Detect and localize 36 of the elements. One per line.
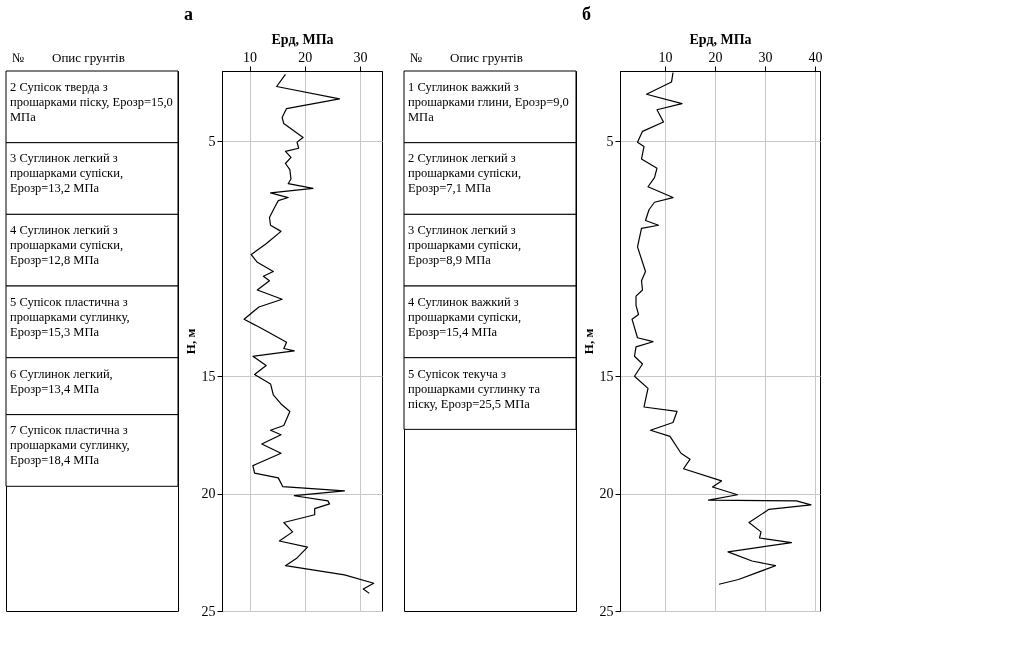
x-tick-label: 10 xyxy=(243,49,258,65)
text: 4 Суглинок легкий з прошарками супіски, Eрозр=12,8 МПа xyxy=(10,223,124,268)
x-tick-label: 30 xyxy=(758,49,773,65)
text: № xyxy=(410,50,423,65)
text: 2 Супісок тверда з прошарками піску, Eрозр=15,0 МПа xyxy=(10,79,173,124)
y-tick-label: 25 xyxy=(599,603,614,619)
y-tick-label: 20 xyxy=(599,486,614,502)
text: 3 Суглинок легкий з прошарками супіски, Eрозр=8,9 МПа xyxy=(408,223,522,268)
chart-title: а xyxy=(184,4,193,24)
text: № xyxy=(12,50,25,65)
text: 1 Суглинок важкий з прошарками глини, Eрозр=9,0 МПа xyxy=(408,79,569,124)
x-tick-label: 10 xyxy=(658,49,673,65)
y-tick-label: 15 xyxy=(599,368,614,384)
text: 6 Суглинок легкий, Eрозр=13,4 МПа xyxy=(10,366,113,396)
text: 4 Суглинок важкий з прошарками супіски, Eрозр=15,4 МПа xyxy=(408,294,522,339)
x-axis-title: Eрд, МПа xyxy=(689,31,752,47)
text: 7 Супісок пластична з прошарками суглинку, Eрозр=18,4 МПа xyxy=(10,423,130,468)
x-axis-title: Eрд, МПа xyxy=(271,31,334,47)
y-axis-title: Н, м xyxy=(580,328,596,355)
x-tick-label: 20 xyxy=(708,49,723,65)
text: 2 Суглинок легкий з прошарками супіски, Eрозр=7,1 МПа xyxy=(408,151,522,196)
chart-title: б xyxy=(582,4,591,24)
text: 5 Супісок текуча з прошарками суглинку та піску, Eрозр=25,5 МПа xyxy=(408,366,541,411)
x-tick-label: 40 xyxy=(808,49,823,65)
x-tick-label: 20 xyxy=(298,49,313,65)
y-tick-label: 5 xyxy=(208,133,216,149)
y-tick-label: 20 xyxy=(201,486,216,502)
text: 3 Суглинок легкий з прошарками супіски, Eрозр=13,2 МПа xyxy=(10,151,124,196)
y-tick-label: 15 xyxy=(201,368,216,384)
text: Опис грунтів xyxy=(52,50,125,65)
x-tick-label: 30 xyxy=(353,49,368,65)
text: 5 Супісок пластична з прошарками суглинку, Eрозр=15,3 МПа xyxy=(10,294,130,339)
text: Опис грунтів xyxy=(450,50,523,65)
y-tick-label: 5 xyxy=(606,133,614,149)
y-axis-title: Н, м xyxy=(182,328,198,355)
y-tick-label: 25 xyxy=(201,603,216,619)
